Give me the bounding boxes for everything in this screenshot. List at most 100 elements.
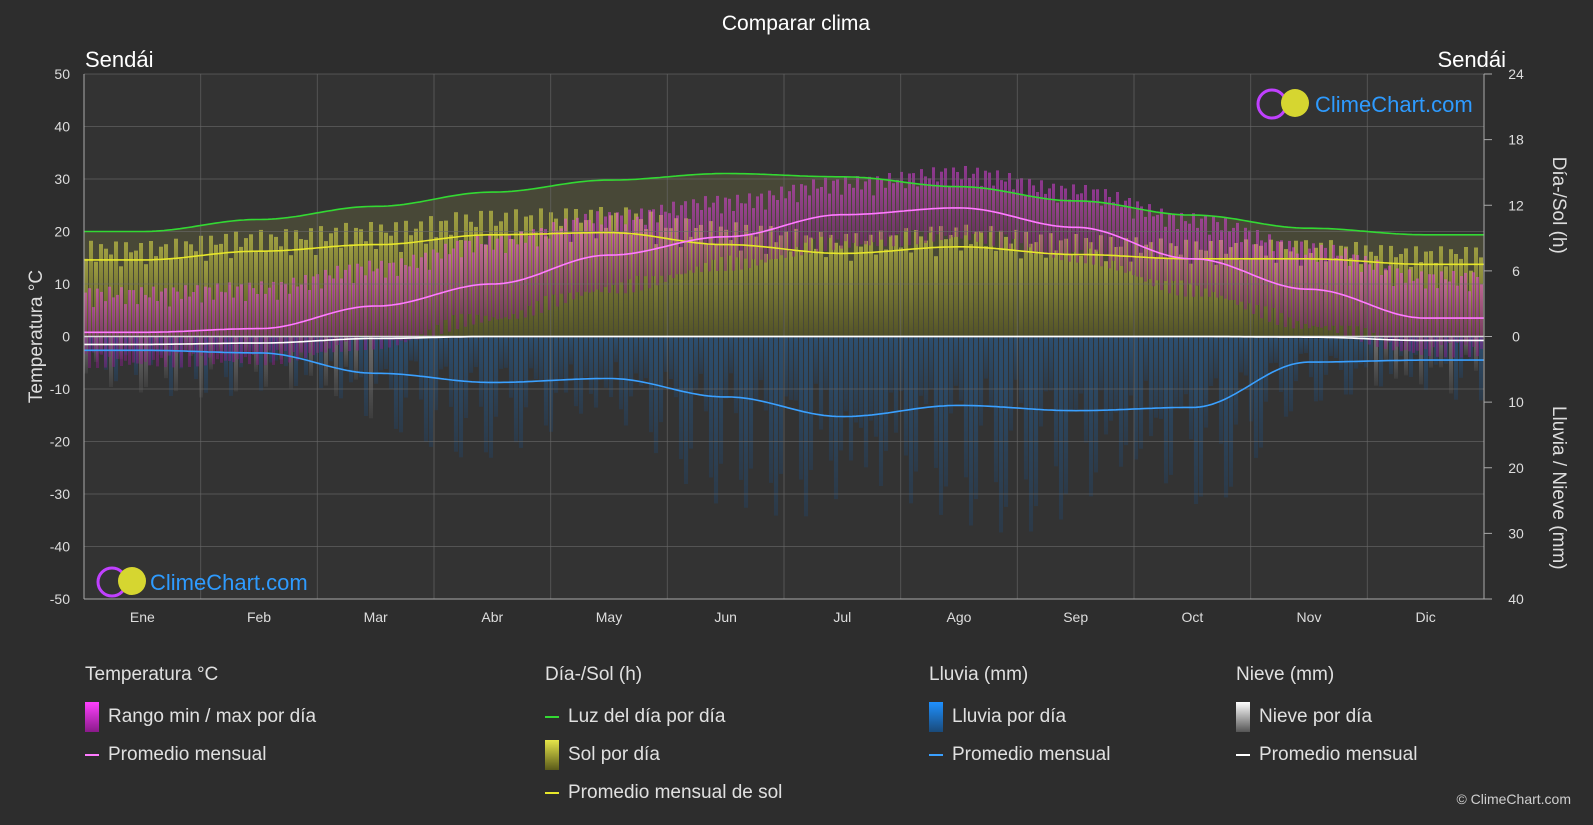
temp-range-bar: [380, 260, 383, 349]
temp-range-bar: [156, 301, 159, 367]
temp-range-bar: [1472, 272, 1475, 347]
sun-daily-bar: [189, 244, 193, 337]
rain-daily-bar: [654, 336, 658, 454]
rain-daily-bar: [994, 336, 998, 483]
temp-range-bar: [884, 187, 887, 247]
rain-daily-bar: [1319, 336, 1323, 401]
temp-range-bar: [632, 219, 635, 293]
snow-daily-swatch: [1236, 702, 1250, 732]
sun-daily-bar: [1119, 246, 1123, 337]
temp-range-bar: [564, 218, 567, 303]
snow-daily-bar: [109, 336, 113, 387]
rain-daily-bar: [339, 336, 343, 399]
rain-daily-bar: [464, 336, 468, 418]
temp-range-bar: [1180, 212, 1183, 281]
temp-range-bar: [928, 178, 931, 233]
temp-range-bar: [720, 213, 723, 257]
rain-daily-bar: [629, 336, 633, 397]
rain-daily-bar: [634, 336, 638, 374]
rain-daily-bar: [284, 336, 288, 367]
temp-range-bar: [248, 282, 251, 365]
rain-daily-bar: [939, 336, 943, 515]
temp-range-bar: [444, 243, 447, 320]
sun-daily-bar: [99, 244, 103, 337]
rain-daily-bar: [929, 336, 933, 390]
temp-range-bar: [396, 275, 399, 346]
copyright: © ClimeChart.com: [1456, 791, 1571, 807]
sun-daily-bar: [824, 257, 828, 337]
snow-daily-bar: [1439, 336, 1443, 368]
daylight-line: [84, 172, 1484, 236]
sun-daily-bar: [764, 253, 768, 337]
rain-daily-bar: [579, 336, 583, 414]
temp-range-bar: [520, 231, 523, 311]
temp-range-bar: [1280, 240, 1283, 313]
rain-daily-bar: [394, 336, 398, 429]
temp-range-bar: [440, 258, 443, 334]
rain-daily-bar: [809, 336, 813, 470]
sun-daily-bar: [829, 234, 833, 337]
temp-range-bar: [1096, 189, 1099, 252]
temp-avg-line: [84, 207, 1484, 334]
sun-daily-bar: [669, 228, 673, 337]
sun-daily-bar: [1149, 242, 1153, 337]
temp-range-bar: [96, 288, 99, 368]
temp-range-bar: [1436, 288, 1439, 357]
rain-daily-bar: [999, 336, 1003, 533]
rain-daily-bar: [749, 336, 753, 469]
rain-daily-bar: [834, 336, 838, 500]
rain-daily-bar: [1199, 336, 1203, 497]
left-axis-label: Temperatura °C: [26, 270, 47, 403]
temp-range-bar: [292, 277, 295, 352]
temp-range-bar: [220, 291, 223, 363]
temp-range-bar: [912, 173, 915, 231]
legend-label: Rango min / max por día: [108, 706, 317, 727]
temp-range-bar: [1312, 243, 1315, 326]
sun-daily-bar: [1084, 238, 1088, 337]
rain-daily-bar: [664, 336, 668, 372]
temp-range-bar: [456, 240, 459, 330]
sun-daily-bar: [1004, 236, 1008, 337]
temp-range-bar: [136, 304, 139, 364]
temp-range-bar: [452, 248, 455, 316]
temp-range-bar: [1024, 196, 1027, 253]
rain-daily-bar: [894, 336, 898, 433]
logo-sun-icon: [1281, 89, 1309, 117]
temp-range-bar: [592, 223, 595, 292]
temp-range-bar: [716, 195, 719, 271]
sun-daily-bar: [814, 248, 818, 337]
rain-daily-bar: [1154, 336, 1158, 418]
rain-daily-bar: [359, 336, 363, 378]
sun-daily-bar: [844, 233, 848, 337]
temp-range-bar: [660, 204, 663, 276]
temp-range-bar: [1080, 193, 1083, 250]
temp-range-bar: [1232, 227, 1235, 300]
temp-range-bar: [1320, 244, 1323, 328]
temp-range-bar: [88, 288, 91, 368]
rain-daily-bar: [379, 336, 383, 371]
sun-daily-bar: [779, 235, 783, 337]
temp-range-bar: [324, 269, 327, 353]
temp-range-bar: [1448, 281, 1451, 343]
temp-range-bar: [724, 197, 727, 271]
rain-daily-bar: [704, 336, 708, 412]
temp-range-bar: [1416, 278, 1419, 351]
rain-daily-bar: [744, 336, 748, 508]
temp-range-bar: [128, 290, 131, 365]
temp-range-bar: [996, 170, 999, 232]
legend-label: Nieve por día: [1259, 706, 1373, 727]
rain-daily-bar: [414, 336, 418, 362]
rain-daily-bar: [534, 336, 538, 379]
temp-range-bar: [1148, 204, 1151, 279]
temp-range-bar: [696, 203, 699, 267]
temp-range-bar: [336, 265, 339, 345]
watermark-text: ClimeChart.com: [150, 570, 308, 595]
temp-range-bar: [812, 179, 815, 239]
rain-daily-bar: [1209, 336, 1213, 386]
rain-daily-bar: [789, 336, 793, 400]
temp-range-bar: [1308, 248, 1311, 329]
temp-range-bar: [1216, 222, 1219, 298]
rain-daily-bar: [1169, 336, 1173, 475]
temp-range-bar: [640, 208, 643, 291]
